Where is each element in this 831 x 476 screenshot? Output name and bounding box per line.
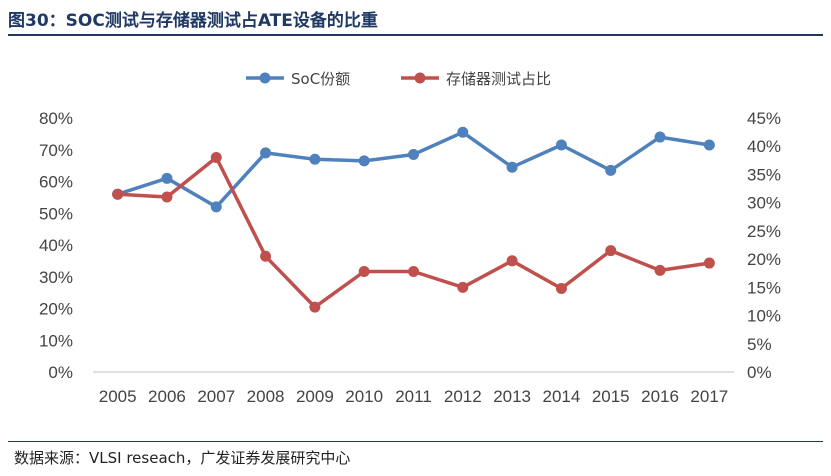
x-tick-label: 2008 (247, 387, 285, 406)
soc-point (506, 161, 518, 173)
y-right-tick-label: 45% (747, 109, 781, 128)
legend-marker-soc (259, 72, 271, 84)
line-chart: 0% 10% 20% 30% 40% 50% 60% 70% 80% 0% 5% 10% 15% 20% 2… (39, 70, 781, 406)
y-left-tick-label: 20% (39, 300, 73, 319)
source-note: 数据来源：VLSI reseach，广发证券发展研究中心 (14, 449, 351, 467)
legend-label-memory: 存储器测试占比 (446, 70, 551, 88)
x-tick-label: 2016 (641, 387, 679, 406)
x-tick-label: 2009 (296, 387, 334, 406)
soc-point (161, 172, 173, 184)
y-left-tick-label: 30% (39, 268, 73, 287)
y-right-tick-label: 40% (747, 137, 781, 156)
y-left-tick-label: 40% (39, 236, 73, 255)
memory-point (408, 266, 419, 278)
x-tick-label: 2012 (444, 387, 482, 406)
soc-point (260, 147, 272, 159)
series-line-memory (117, 155, 710, 309)
soc-point (457, 126, 469, 138)
y-left-tick-label: 10% (39, 331, 73, 350)
memory-point (260, 250, 272, 262)
legend-label-soc: SoC份额 (291, 70, 350, 88)
y-right-tick-label: 15% (747, 278, 781, 297)
x-tick-label: 2013 (493, 387, 531, 406)
x-tick-label: 2006 (148, 387, 186, 406)
soc-point (309, 153, 321, 165)
x-tick-label: 2017 (690, 387, 728, 406)
memory-point (654, 264, 666, 276)
x-tick-label: 2005 (99, 387, 137, 406)
x-tick-label: 2015 (592, 387, 630, 406)
soc-point (654, 131, 666, 143)
y-left-tick-label: 60% (39, 173, 73, 192)
y-left-tick-label: 70% (39, 141, 73, 160)
figure-title: 图30：SOC测试与存储器测试占ATE设备的比重 (8, 11, 378, 31)
legend-marker-memory (414, 72, 426, 84)
memory-point (555, 282, 567, 294)
x-tick-label: 2014 (543, 387, 581, 406)
soc-point (358, 155, 370, 167)
memory-point (210, 152, 222, 164)
memory-point (358, 266, 370, 278)
memory-point (161, 191, 173, 203)
source-divider (8, 441, 823, 442)
memory-point (703, 257, 715, 269)
title-divider (8, 34, 823, 36)
soc-point (555, 139, 567, 151)
series-line-soc (117, 130, 710, 209)
soc-point (408, 149, 419, 161)
y-right-tick-label: 35% (747, 165, 781, 184)
y-right-tick-label: 20% (747, 250, 781, 269)
y-right-tick-label: 10% (747, 307, 781, 326)
soc-point (605, 164, 617, 176)
memory-point (309, 301, 321, 313)
memory-point (506, 255, 518, 267)
memory-point (457, 281, 469, 293)
x-tick-label: 2010 (345, 387, 383, 406)
y-left-tick-label: 50% (39, 204, 73, 223)
y-left-tick-label: 0% (48, 363, 73, 382)
x-tick-label: 2007 (197, 387, 235, 406)
y-left-tick-label: 80% (39, 109, 73, 128)
x-tick-label: 2011 (395, 387, 432, 406)
y-right-tick-label: 5% (747, 335, 772, 354)
y-right-tick-label: 0% (747, 363, 772, 382)
memory-point (605, 245, 617, 257)
soc-point (703, 139, 715, 151)
soc-point (210, 201, 222, 213)
memory-point (112, 188, 124, 200)
y-right-tick-label: 25% (747, 222, 781, 241)
y-right-tick-label: 30% (747, 194, 781, 213)
